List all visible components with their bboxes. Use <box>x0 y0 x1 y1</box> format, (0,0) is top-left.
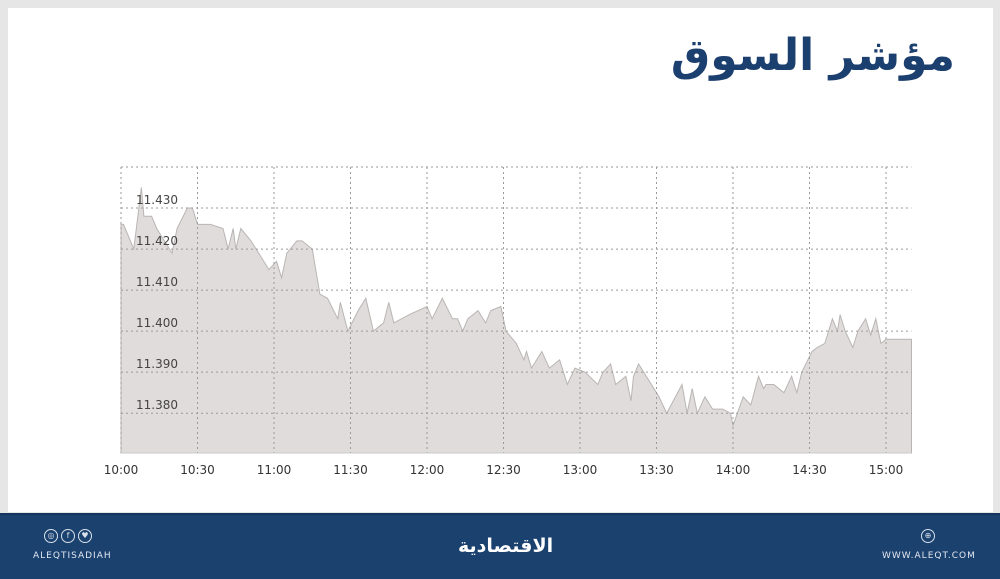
twitter-icon[interactable]: ♥ <box>78 529 92 543</box>
area-series <box>120 187 912 454</box>
y-tick-label: 11.400 <box>136 316 178 330</box>
brand-logo: الاقتصادية <box>458 535 554 557</box>
x-tick-label: 10:00 <box>104 463 139 477</box>
chart-title: مؤشر السوق <box>670 30 955 81</box>
website-link[interactable]: WWW.ALEQT.COM <box>882 551 976 561</box>
y-tick-label: 11.430 <box>136 193 178 207</box>
y-tick-label: 11.380 <box>136 398 178 412</box>
social-handle: ALEQTISADIAH <box>33 551 112 561</box>
social-icons: ◎ f ♥ <box>44 529 92 543</box>
x-tick-label: 12:30 <box>486 463 521 477</box>
y-tick-label: 11.410 <box>136 275 178 289</box>
x-tick-label: 10:30 <box>180 463 215 477</box>
x-tick-label: 11:30 <box>333 463 368 477</box>
x-tick-label: 11:00 <box>257 463 292 477</box>
footer: ◎ f ♥ ALEQTISADIAH الاقتصادية ⊕ WWW.ALEQ… <box>0 513 1000 579</box>
x-tick-label: 13:00 <box>563 463 598 477</box>
facebook-icon[interactable]: f <box>61 529 75 543</box>
y-tick-label: 11.420 <box>136 234 178 248</box>
x-tick-label: 12:00 <box>410 463 445 477</box>
y-tick-label: 11.390 <box>136 357 178 371</box>
x-tick-label: 14:30 <box>792 463 827 477</box>
x-tick-label: 14:00 <box>716 463 751 477</box>
globe-icon: ⊕ <box>921 529 935 543</box>
x-tick-label: 15:00 <box>869 463 904 477</box>
instagram-icon[interactable]: ◎ <box>44 529 58 543</box>
x-tick-label: 13:30 <box>639 463 674 477</box>
